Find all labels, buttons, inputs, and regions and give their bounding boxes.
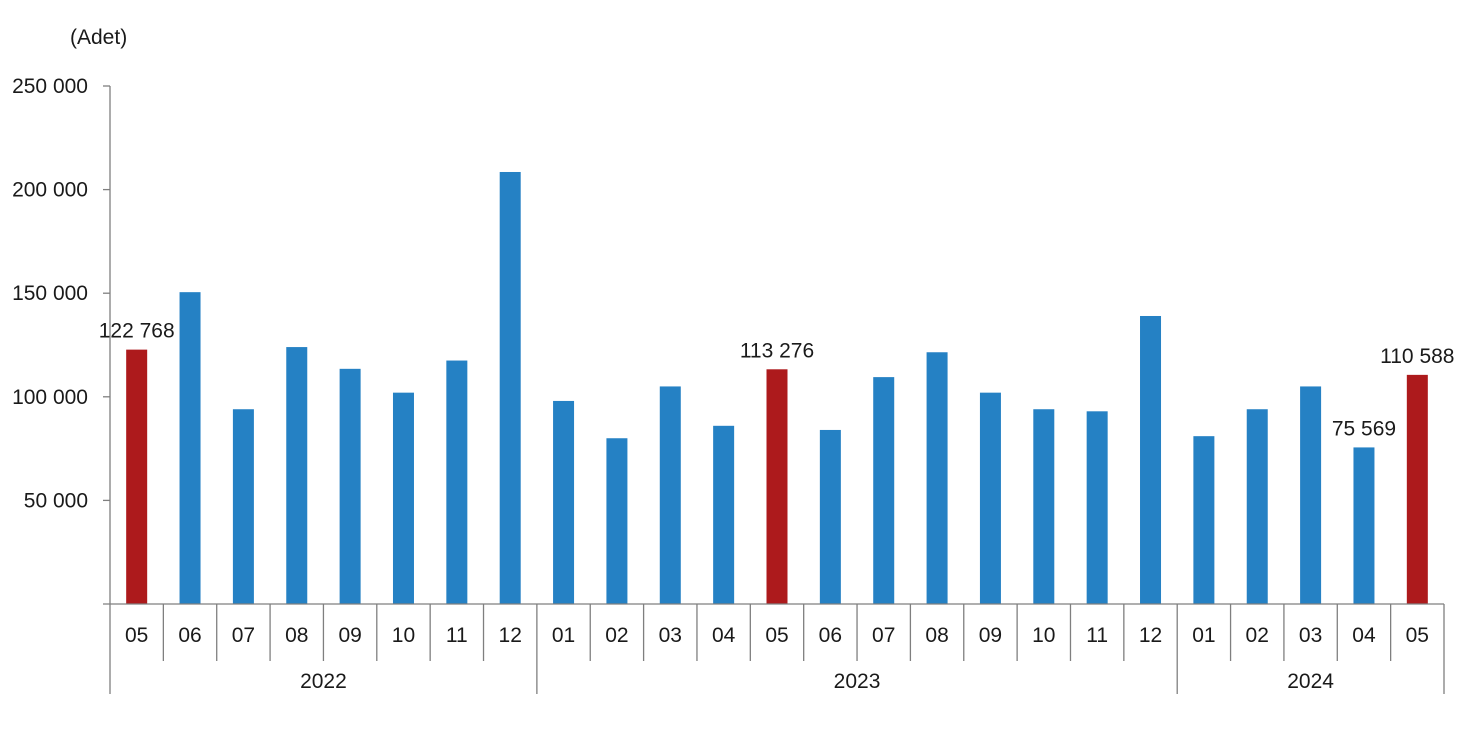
x-tick-label: 08 bbox=[925, 624, 948, 647]
x-tick-label: 05 bbox=[125, 624, 148, 647]
bar-2023-02 bbox=[606, 438, 628, 604]
x-tick-label: 04 bbox=[1352, 624, 1376, 647]
bar-2024-04 bbox=[1353, 447, 1375, 604]
bar-2024-02 bbox=[1246, 409, 1268, 604]
bar-2022-08 bbox=[286, 347, 308, 604]
bar-2023-10 bbox=[1033, 409, 1055, 604]
x-tick-label: 09 bbox=[338, 624, 361, 647]
x-tick-label: 03 bbox=[659, 624, 682, 647]
bar-2023-09 bbox=[979, 392, 1001, 604]
data-label: 75 569 bbox=[1332, 417, 1396, 440]
x-tick-label: 09 bbox=[979, 624, 1002, 647]
x-tick-label: 01 bbox=[552, 624, 575, 647]
bar-2022-07 bbox=[232, 409, 254, 604]
x-tick-label: 03 bbox=[1299, 624, 1322, 647]
bar-2023-01 bbox=[553, 400, 575, 604]
y-tick-label: 150 000 bbox=[12, 282, 88, 305]
x-tick-label: 10 bbox=[392, 624, 415, 647]
bar-2024-05 bbox=[1406, 374, 1428, 604]
year-label-2023: 2023 bbox=[834, 670, 881, 693]
bar-2023-04 bbox=[713, 425, 735, 604]
bar-2022-12 bbox=[499, 171, 521, 604]
x-tick-label: 05 bbox=[1406, 624, 1429, 647]
bar-2022-10 bbox=[392, 392, 414, 604]
x-tick-label: 11 bbox=[1086, 624, 1108, 647]
x-tick-label: 01 bbox=[1192, 624, 1215, 647]
bar-2022-06 bbox=[179, 292, 201, 604]
data-label: 110 588 bbox=[1380, 345, 1454, 368]
data-label: 113 276 bbox=[740, 339, 814, 362]
unit-label: (Adet) bbox=[70, 26, 127, 49]
bar-2023-05 bbox=[766, 369, 788, 604]
x-tick-label: 07 bbox=[872, 624, 895, 647]
y-tick-label: 250 000 bbox=[12, 75, 88, 98]
bar-2023-08 bbox=[926, 352, 948, 604]
x-tick-label: 10 bbox=[1032, 624, 1055, 647]
bar-2022-05 bbox=[126, 349, 148, 604]
x-tick-label: 06 bbox=[178, 624, 201, 647]
bar-2023-06 bbox=[819, 429, 841, 604]
x-tick-label: 04 bbox=[712, 624, 736, 647]
bar-2023-03 bbox=[659, 386, 681, 604]
y-tick-label: 200 000 bbox=[12, 179, 88, 202]
y-axis: 50 000 100 000 150 000 200 000 250 000 bbox=[12, 75, 111, 604]
bar-2023-07 bbox=[873, 377, 895, 604]
x-tick-label: 12 bbox=[1139, 624, 1162, 647]
bars bbox=[126, 171, 1428, 604]
year-label-2024: 2024 bbox=[1287, 670, 1334, 693]
x-axis: 05 06 07 08 09 10 11 12 01 02 03 04 05 06 07 08 09 10 11 12… bbox=[103, 603, 1445, 694]
data-labels: 122 768 113 276 75 569 110 588 bbox=[99, 320, 1455, 441]
y-tick-label: 100 000 bbox=[12, 386, 88, 409]
bar-2022-09 bbox=[339, 368, 361, 604]
x-tick-label: 02 bbox=[605, 624, 628, 647]
bar-2023-11 bbox=[1086, 411, 1108, 604]
year-label-2022: 2022 bbox=[300, 670, 347, 693]
x-tick-label: 11 bbox=[446, 624, 468, 647]
y-tick-label: 50 000 bbox=[24, 489, 88, 512]
x-tick-label: 02 bbox=[1246, 624, 1269, 647]
x-tick-label: 07 bbox=[232, 624, 255, 647]
bar-2022-11 bbox=[446, 360, 468, 604]
bar-2024-01 bbox=[1193, 436, 1215, 604]
bar-2024-03 bbox=[1300, 386, 1322, 604]
x-tick-label: 12 bbox=[499, 624, 522, 647]
x-tick-label: 08 bbox=[285, 624, 308, 647]
bar-2023-12 bbox=[1140, 315, 1162, 604]
x-tick-label: 06 bbox=[819, 624, 842, 647]
data-label: 122 768 bbox=[99, 320, 175, 343]
x-tick-label: 05 bbox=[765, 624, 788, 647]
